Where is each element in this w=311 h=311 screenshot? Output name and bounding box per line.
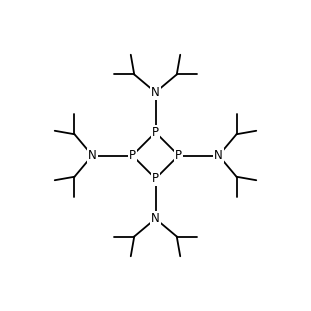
Text: N: N [214,149,223,162]
Text: P: P [129,149,136,162]
Text: N: N [151,86,160,99]
Text: P: P [175,149,182,162]
Text: P: P [152,126,159,139]
Text: N: N [88,149,97,162]
Text: P: P [152,172,159,185]
Text: N: N [151,212,160,225]
